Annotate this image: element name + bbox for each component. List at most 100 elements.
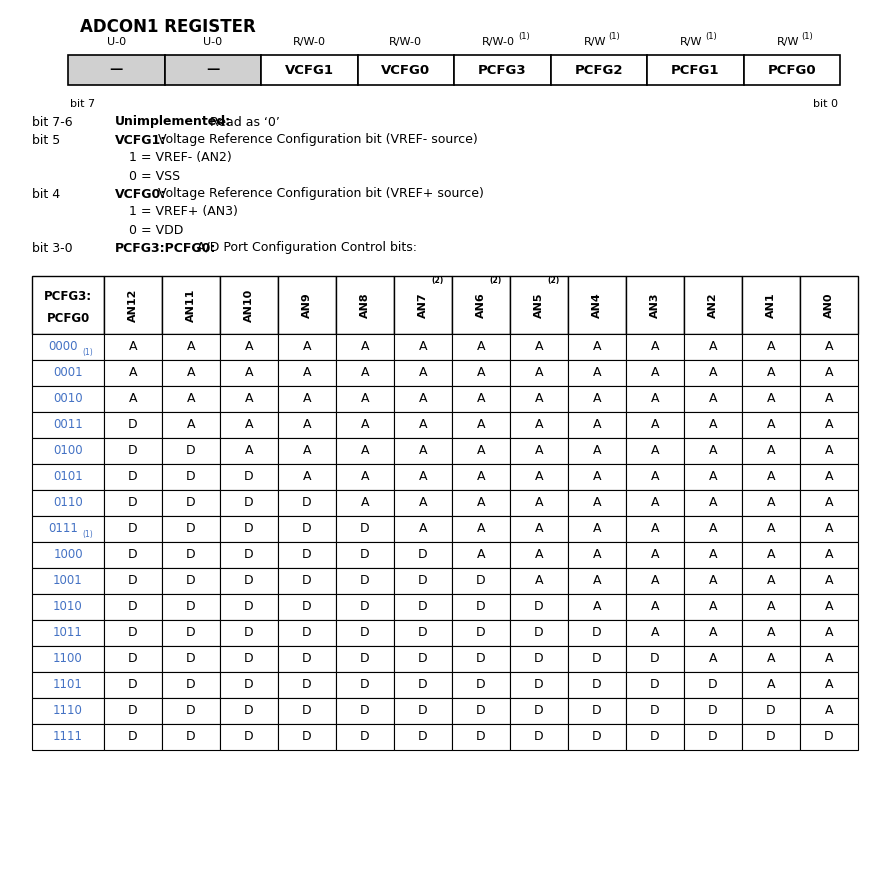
Text: D: D xyxy=(534,601,544,613)
Bar xyxy=(452,516,510,542)
Text: bit 7-6: bit 7-6 xyxy=(32,116,72,128)
Bar xyxy=(394,516,452,542)
Text: D: D xyxy=(187,548,196,562)
Text: A: A xyxy=(245,418,253,432)
Text: D: D xyxy=(244,601,254,613)
Bar xyxy=(394,620,452,646)
Bar xyxy=(626,464,684,490)
Text: D: D xyxy=(128,497,138,509)
Text: A: A xyxy=(651,444,659,457)
Text: A: A xyxy=(187,367,195,379)
Bar xyxy=(626,698,684,724)
Text: A: A xyxy=(593,418,601,432)
Text: 0000: 0000 xyxy=(49,341,78,353)
Bar xyxy=(104,698,162,724)
Bar xyxy=(32,438,104,464)
Text: D: D xyxy=(302,575,312,587)
Text: D: D xyxy=(360,731,370,743)
Bar xyxy=(800,334,858,360)
Bar xyxy=(742,724,800,750)
Text: 1111: 1111 xyxy=(53,731,83,743)
Text: D: D xyxy=(128,522,138,536)
Bar xyxy=(162,334,220,360)
Text: A: A xyxy=(476,522,485,536)
Text: R/W-0: R/W-0 xyxy=(293,37,325,47)
Bar xyxy=(32,620,104,646)
Text: R/W: R/W xyxy=(776,37,799,47)
Bar xyxy=(162,490,220,516)
Bar xyxy=(104,542,162,568)
Text: A: A xyxy=(476,548,485,562)
Text: R/W: R/W xyxy=(680,37,703,47)
Text: A: A xyxy=(593,471,601,483)
Text: A: A xyxy=(593,392,601,406)
Text: (1): (1) xyxy=(608,32,620,41)
Bar xyxy=(452,698,510,724)
Text: VCFG0: VCFG0 xyxy=(381,63,431,77)
Text: A: A xyxy=(825,548,834,562)
Bar xyxy=(800,438,858,464)
Text: D: D xyxy=(534,731,544,743)
Bar xyxy=(162,360,220,386)
Bar xyxy=(684,386,742,412)
Bar xyxy=(162,724,220,750)
Text: PCFG0: PCFG0 xyxy=(46,312,89,325)
Bar xyxy=(104,594,162,620)
Text: 1101: 1101 xyxy=(53,678,83,692)
Text: A: A xyxy=(766,418,775,432)
Bar xyxy=(162,464,220,490)
Bar xyxy=(742,542,800,568)
Text: VCFG1:: VCFG1: xyxy=(115,134,166,147)
Text: D: D xyxy=(302,731,312,743)
Text: A: A xyxy=(535,367,544,379)
Text: AN6: AN6 xyxy=(476,292,486,318)
Text: D: D xyxy=(766,731,776,743)
Text: 0011: 0011 xyxy=(53,418,83,432)
Bar xyxy=(104,276,162,334)
Bar xyxy=(626,516,684,542)
Text: A: A xyxy=(361,341,370,353)
Bar xyxy=(452,412,510,438)
Bar xyxy=(336,490,394,516)
Bar xyxy=(800,490,858,516)
Text: D: D xyxy=(360,575,370,587)
Text: A: A xyxy=(825,392,834,406)
Bar xyxy=(32,594,104,620)
Bar xyxy=(510,464,568,490)
Text: AN11: AN11 xyxy=(186,288,196,321)
Bar xyxy=(742,620,800,646)
Bar xyxy=(394,698,452,724)
Bar xyxy=(800,568,858,594)
Bar xyxy=(394,464,452,490)
Text: D: D xyxy=(476,652,486,666)
Text: D: D xyxy=(128,652,138,666)
Text: VCFG0:: VCFG0: xyxy=(115,188,166,200)
Bar xyxy=(278,386,336,412)
Text: A: A xyxy=(419,418,427,432)
Bar xyxy=(162,568,220,594)
Text: A: A xyxy=(129,367,137,379)
Text: A: A xyxy=(476,497,485,509)
Text: A: A xyxy=(709,471,717,483)
Bar xyxy=(104,334,162,360)
Text: Voltage Reference Configuration bit (VREF- source): Voltage Reference Configuration bit (VRE… xyxy=(154,134,477,147)
Text: bit 0: bit 0 xyxy=(813,99,838,109)
Bar xyxy=(220,412,278,438)
Bar xyxy=(32,672,104,698)
Text: 0 = VSS: 0 = VSS xyxy=(129,169,180,182)
Bar xyxy=(104,646,162,672)
Bar xyxy=(452,594,510,620)
Text: A: A xyxy=(825,678,834,692)
Text: PCFG1: PCFG1 xyxy=(671,63,720,77)
Bar xyxy=(278,276,336,334)
Bar xyxy=(510,542,568,568)
Bar xyxy=(452,646,510,672)
Text: A: A xyxy=(245,392,253,406)
Text: A: A xyxy=(766,601,775,613)
Text: A: A xyxy=(187,418,195,432)
Text: D: D xyxy=(476,627,486,640)
Bar xyxy=(32,698,104,724)
Bar xyxy=(800,276,858,334)
Bar xyxy=(452,620,510,646)
Text: A: A xyxy=(361,471,370,483)
